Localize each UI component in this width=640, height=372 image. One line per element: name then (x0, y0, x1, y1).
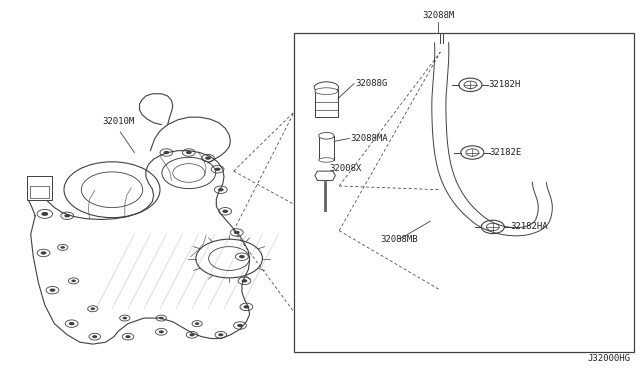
Bar (315, 89, 338, 117)
Circle shape (164, 151, 169, 154)
Bar (27, 176, 52, 200)
Circle shape (234, 231, 240, 234)
Circle shape (65, 214, 70, 217)
Circle shape (69, 322, 74, 325)
Circle shape (243, 305, 250, 309)
Text: 32010M: 32010M (102, 118, 134, 126)
Circle shape (195, 322, 200, 325)
Ellipse shape (319, 132, 334, 139)
Circle shape (71, 279, 76, 282)
Circle shape (125, 335, 131, 338)
Ellipse shape (319, 158, 334, 162)
Text: J32000HG: J32000HG (588, 354, 630, 363)
Circle shape (60, 246, 65, 249)
Circle shape (159, 317, 164, 320)
Circle shape (242, 279, 248, 283)
Ellipse shape (314, 82, 339, 93)
Circle shape (92, 335, 97, 338)
Text: 32182H: 32182H (488, 80, 520, 89)
Circle shape (186, 151, 192, 154)
Circle shape (237, 324, 243, 327)
Circle shape (215, 167, 220, 171)
Text: 32088M: 32088M (422, 12, 454, 20)
Circle shape (42, 212, 48, 216)
Circle shape (205, 156, 211, 160)
Text: 32088MA: 32088MA (351, 134, 388, 143)
Text: 32182HA: 32182HA (510, 222, 548, 231)
Text: 32008X: 32008X (330, 164, 362, 173)
Circle shape (90, 307, 95, 310)
Circle shape (218, 333, 223, 336)
Circle shape (239, 255, 245, 259)
Polygon shape (315, 171, 335, 180)
Circle shape (223, 209, 228, 213)
Circle shape (189, 333, 195, 336)
Circle shape (122, 317, 127, 320)
Circle shape (218, 188, 224, 191)
Ellipse shape (315, 88, 338, 94)
Circle shape (50, 289, 56, 292)
Bar (319, 136, 334, 160)
Text: 32088G: 32088G (355, 79, 387, 88)
Circle shape (41, 251, 47, 254)
Text: 32088MB: 32088MB (381, 235, 419, 244)
Text: 32182E: 32182E (490, 148, 522, 157)
Bar (294, 33, 634, 352)
Bar (30, 186, 49, 198)
Circle shape (159, 330, 164, 333)
